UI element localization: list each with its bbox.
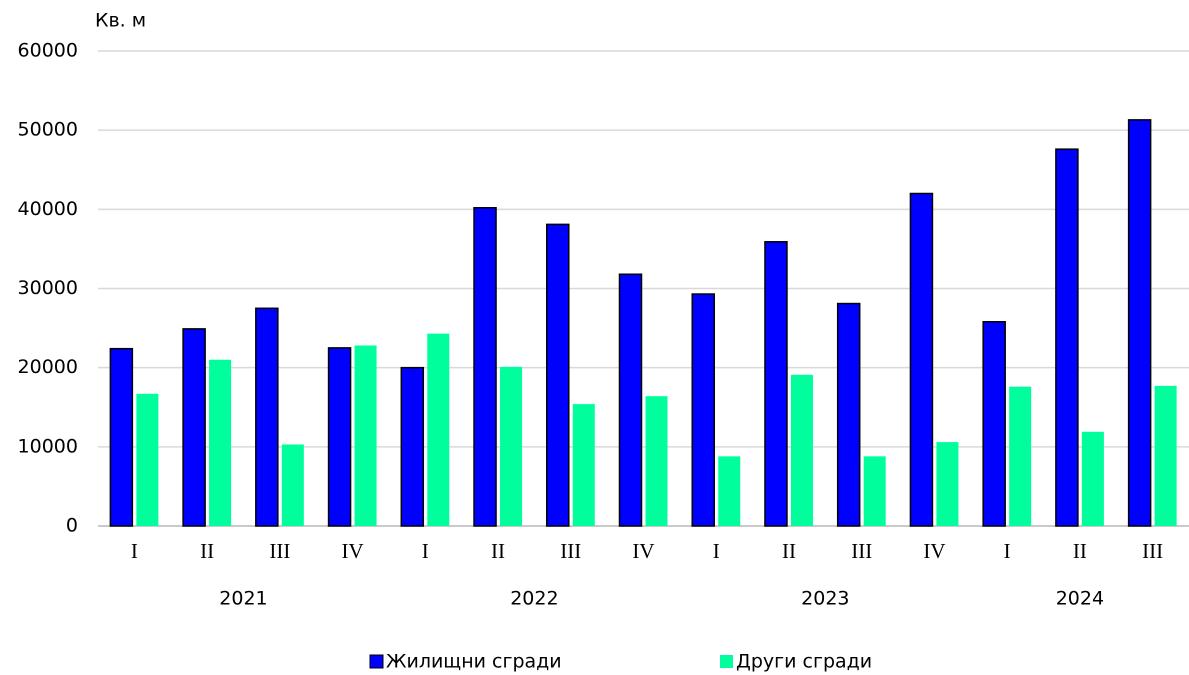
bar (546, 223, 570, 527)
bar (500, 366, 523, 526)
bar (136, 393, 159, 526)
y-tick-label: 50000 (18, 119, 78, 141)
x-tick-label: III (1142, 539, 1163, 563)
bar (618, 273, 643, 527)
bar (1009, 386, 1032, 526)
bar (327, 347, 352, 527)
bar (281, 444, 304, 526)
bar (764, 241, 788, 527)
bar (182, 328, 206, 527)
bar (400, 366, 425, 527)
bar (645, 396, 668, 526)
legend-label: Жилищни сгради (386, 651, 562, 673)
bar (109, 347, 134, 527)
x-tick-label: IV (341, 539, 363, 563)
x-tick-label: III (560, 539, 581, 563)
x-tick-label: II (782, 539, 796, 563)
bar (982, 321, 1006, 527)
group-label: 2022 (510, 588, 558, 610)
x-tick-label: I (422, 539, 429, 563)
y-tick-label: 10000 (18, 435, 78, 457)
y-tick-label: 30000 (18, 277, 78, 299)
group-label: 2021 (219, 588, 267, 610)
bar (790, 374, 813, 526)
bar (354, 345, 377, 526)
group-label: 2023 (801, 588, 849, 610)
y-tick-label: 20000 (18, 356, 78, 378)
bar (718, 456, 741, 526)
bar (1127, 119, 1152, 527)
x-tick-label: II (200, 539, 214, 563)
y-tick-label: 0 (66, 515, 78, 537)
bar (572, 404, 595, 526)
bar (863, 456, 886, 526)
group-label: 2024 (1056, 588, 1104, 610)
legend-swatch (720, 655, 733, 668)
legend-label: Други сгради (736, 651, 872, 673)
y-axis-label: Кв. м (95, 10, 146, 32)
bar (255, 307, 279, 527)
bar (473, 207, 497, 527)
x-tick-label: I (713, 539, 720, 563)
y-tick-label: 40000 (18, 198, 78, 220)
x-tick-label: I (1004, 539, 1011, 563)
x-tick-label: IV (632, 539, 654, 563)
bar (691, 293, 715, 527)
bar (1081, 431, 1104, 526)
x-tick-label: II (491, 539, 505, 563)
x-tick-label: III (851, 539, 872, 563)
bar (1055, 148, 1079, 527)
bar (209, 359, 232, 526)
bar (909, 192, 934, 527)
x-tick-label: III (269, 539, 290, 563)
bar (1154, 385, 1177, 526)
bar (936, 442, 959, 526)
x-tick-label: IV (923, 539, 945, 563)
bar (427, 333, 450, 526)
y-tick-label: 60000 (18, 40, 78, 62)
bar (836, 302, 861, 527)
x-tick-label: II (1073, 539, 1087, 563)
x-tick-label: I (131, 539, 138, 563)
legend-swatch (369, 654, 384, 669)
